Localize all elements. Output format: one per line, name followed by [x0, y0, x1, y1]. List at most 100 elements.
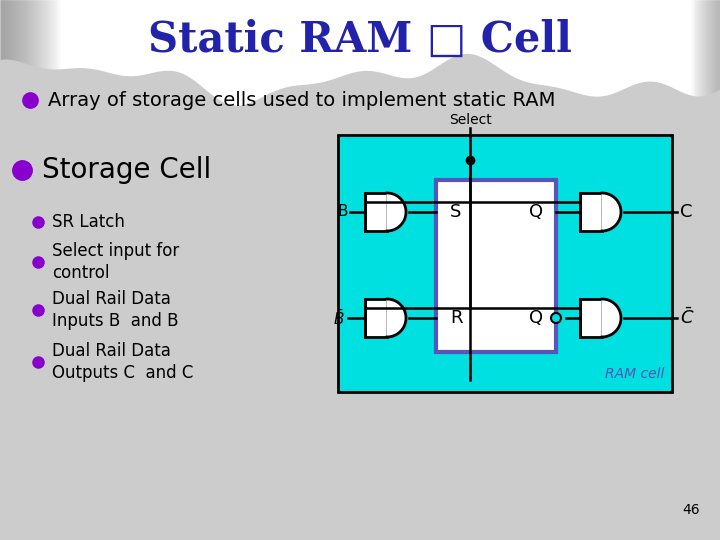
Bar	[695, 0, 696, 540]
Bar	[693, 0, 694, 540]
Bar	[704, 0, 705, 540]
Text: Array of storage cells used to implement static RAM: Array of storage cells used to implement…	[48, 91, 555, 110]
Bar	[38, 0, 39, 540]
Text: $\bar{C}$: $\bar{C}$	[680, 308, 695, 328]
Bar	[48, 0, 49, 540]
Bar	[24, 0, 25, 540]
Bar	[55, 0, 56, 540]
Bar	[702, 0, 703, 540]
Bar	[27, 0, 28, 540]
Bar	[20, 0, 21, 540]
Bar	[51, 0, 52, 540]
Bar	[692, 0, 693, 540]
Bar	[40, 0, 41, 540]
Text: 46: 46	[683, 503, 700, 517]
Bar	[719, 0, 720, 540]
Bar	[698, 0, 699, 540]
Polygon shape	[602, 193, 621, 231]
Bar	[14, 0, 15, 540]
Bar	[718, 0, 719, 540]
Text: Select: Select	[449, 113, 491, 127]
Bar	[365, 193, 387, 231]
Bar	[711, 0, 712, 540]
Text: $\bar{B}$: $\bar{B}$	[333, 308, 345, 328]
Bar	[436, 180, 556, 352]
Text: Q: Q	[529, 309, 543, 327]
Bar	[35, 0, 36, 540]
Bar	[41, 0, 42, 540]
Text: Dual Rail Data
Outputs C  and C: Dual Rail Data Outputs C and C	[52, 342, 194, 382]
Bar	[8, 0, 9, 540]
Bar	[13, 0, 14, 540]
Bar	[59, 0, 60, 540]
Bar	[690, 0, 691, 540]
Text: R: R	[450, 309, 462, 327]
Bar	[709, 0, 710, 540]
Text: Select input for
control: Select input for control	[52, 241, 179, 282]
Bar	[50, 0, 51, 540]
Bar	[703, 0, 704, 540]
Bar	[52, 0, 53, 540]
Bar	[42, 0, 43, 540]
Bar	[43, 0, 44, 540]
Bar	[18, 0, 19, 540]
Bar	[12, 0, 13, 540]
Bar	[580, 299, 602, 337]
Bar	[56, 0, 57, 540]
Bar	[5, 0, 6, 540]
Bar	[699, 0, 700, 540]
Bar	[715, 0, 716, 540]
Bar	[44, 0, 45, 540]
Bar	[34, 0, 35, 540]
Bar	[17, 0, 18, 540]
Polygon shape	[602, 299, 621, 337]
Bar	[713, 0, 714, 540]
Circle shape	[551, 313, 561, 323]
Bar	[708, 0, 709, 540]
Text: S: S	[450, 203, 462, 221]
Bar	[16, 0, 17, 540]
Bar	[57, 0, 58, 540]
Bar	[7, 0, 8, 540]
Bar	[11, 0, 12, 540]
Text: Static RAM □ Cell: Static RAM □ Cell	[148, 19, 572, 61]
Bar	[1, 0, 2, 540]
Bar	[697, 0, 698, 540]
Bar	[9, 0, 10, 540]
Bar	[26, 0, 27, 540]
Bar	[365, 299, 387, 337]
Bar	[706, 0, 707, 540]
Bar	[37, 0, 38, 540]
Bar	[700, 0, 701, 540]
Text: RAM cell: RAM cell	[605, 367, 664, 381]
Bar	[29, 0, 30, 540]
Bar	[691, 0, 692, 540]
Bar	[701, 0, 702, 540]
Bar	[45, 0, 46, 540]
Bar	[2, 0, 3, 540]
Bar	[338, 135, 672, 392]
Bar	[3, 0, 4, 540]
Bar	[31, 0, 32, 540]
Bar	[47, 0, 48, 540]
Bar	[705, 0, 706, 540]
Bar	[46, 0, 47, 540]
Bar	[716, 0, 717, 540]
Bar	[30, 0, 31, 540]
Bar	[710, 0, 711, 540]
Bar	[33, 0, 34, 540]
Bar	[58, 0, 59, 540]
Bar	[15, 0, 16, 540]
Bar	[0, 0, 1, 540]
Bar	[19, 0, 20, 540]
Bar	[21, 0, 22, 540]
Bar	[717, 0, 718, 540]
Bar	[32, 0, 33, 540]
Polygon shape	[387, 299, 406, 337]
Bar	[6, 0, 7, 540]
Polygon shape	[387, 193, 406, 231]
Bar	[53, 0, 54, 540]
Bar	[28, 0, 29, 540]
Bar	[49, 0, 50, 540]
Bar	[36, 0, 37, 540]
